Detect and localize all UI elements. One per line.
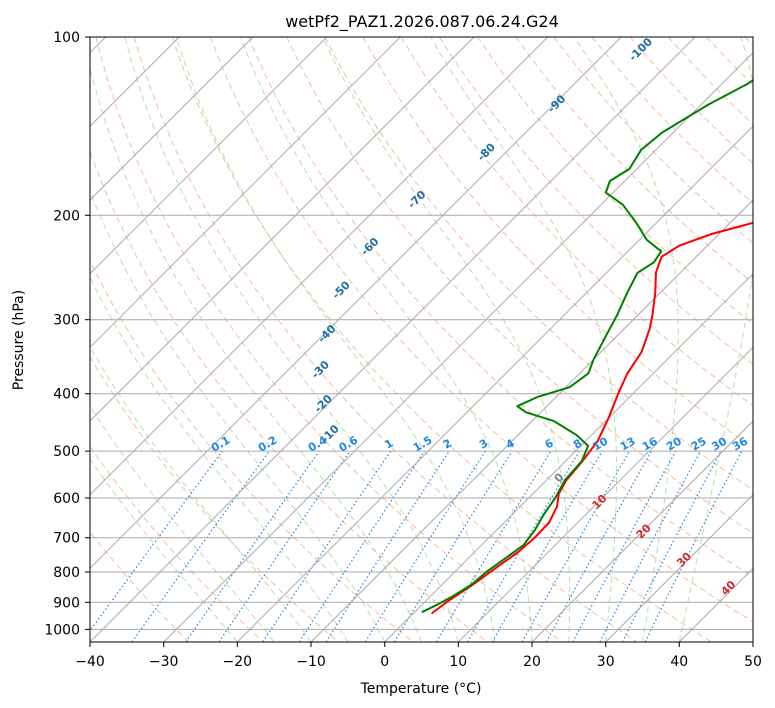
isotherm-line — [384, 272, 753, 642]
x-tick-label: 40 — [670, 654, 688, 670]
dry-adiabat-line — [324, 37, 753, 491]
isotherm-line — [531, 420, 753, 642]
x-tick-label: 50 — [744, 654, 762, 670]
isotherm-line — [236, 125, 753, 642]
dry-adiabat-line — [90, 445, 264, 642]
isotherm-line — [310, 199, 753, 642]
dewpoint-profile-line — [421, 78, 753, 614]
moist-adiabat-line — [90, 189, 386, 642]
isotherm-line — [605, 493, 753, 642]
y-axis-title: Pressure (hPa) — [11, 290, 27, 390]
x-tick-label: −10 — [296, 654, 326, 670]
y-axis: 100 200 300 400 500 600 700 800 900 1000 — [44, 30, 90, 638]
moist-adiabat-line — [574, 37, 679, 642]
mixing-ratio-line — [393, 450, 513, 642]
moist-adiabat-line — [430, 37, 617, 642]
dry-adiabat-line — [591, 37, 753, 204]
dry-adiabat-line — [438, 37, 753, 366]
dry-adiabat-line — [248, 37, 753, 578]
mixing-ratio-line — [185, 450, 320, 642]
dry-adiabat-line — [400, 37, 753, 407]
x-tick-label: −40 — [75, 654, 105, 670]
y-tick-label: 600 — [53, 491, 80, 507]
y-tick-label: 500 — [53, 444, 80, 460]
mixing-ratio-line — [325, 450, 450, 642]
y-tick-label: 400 — [53, 387, 80, 403]
y-tick-label: 900 — [53, 595, 80, 611]
isotherm-line — [90, 37, 696, 642]
isotherm-line — [90, 37, 254, 201]
y-tick-label: 1000 — [44, 622, 80, 638]
moist-adiabat-line — [90, 276, 349, 642]
plot-frame — [89, 36, 754, 643]
moist-adiabats — [90, 37, 753, 642]
dry-adiabat-line — [133, 37, 638, 642]
mixing-ratio-line — [90, 450, 223, 632]
dry-adiabat-line — [90, 356, 339, 642]
moist-adiabat-line — [239, 37, 533, 642]
x-tick-label: 30 — [597, 654, 615, 670]
moist-adiabat-line — [90, 65, 422, 642]
dry-adiabat-line — [95, 37, 563, 642]
mixing-ratio-line — [298, 450, 425, 642]
y-tick-label: 300 — [53, 313, 80, 329]
isotherm-line — [90, 37, 549, 496]
mixing-ratio-line — [545, 450, 653, 642]
x-tick-label: −30 — [149, 654, 179, 670]
isotherms — [90, 37, 753, 642]
profiles — [421, 78, 753, 615]
moist-adiabat-line — [90, 458, 238, 642]
x-axis: −40 −30 −20 −10 0 10 20 30 40 50 — [75, 642, 762, 670]
x-axis-title: Temperature (°C) — [360, 681, 482, 697]
mixing-ratio-line — [262, 450, 392, 642]
moist-adiabat-line — [90, 405, 275, 642]
x-tick-label: −20 — [223, 654, 253, 670]
pressure-gridlines — [90, 37, 753, 630]
dry-adiabat-line — [210, 37, 753, 623]
y-tick-label: 100 — [53, 30, 80, 46]
isotherm-line — [90, 37, 622, 570]
y-tick-label: 700 — [53, 531, 80, 547]
x-tick-label: 10 — [449, 654, 467, 670]
mixing-ratio-line — [521, 450, 631, 642]
dry-adiabat-line — [90, 259, 414, 642]
chart-title: wetPf2_PAZ1.2026.087.06.24.G24 — [285, 12, 559, 32]
dry-adiabat-line — [171, 37, 712, 642]
x-tick-label: 0 — [380, 654, 389, 670]
dry-adiabat-line — [553, 37, 753, 244]
mixing-ratio-line — [131, 450, 270, 642]
mixing-ratio-lines — [90, 450, 743, 642]
mixing-ratio-line — [644, 450, 743, 642]
isotherm-line — [90, 37, 328, 275]
isotherm-line — [457, 346, 753, 642]
moist-adiabat-line — [175, 37, 496, 642]
dry-adiabat-line — [286, 37, 753, 534]
x-tick-label: 20 — [523, 654, 541, 670]
temperature-profile-line — [430, 221, 753, 615]
moist-adiabat-line — [678, 37, 753, 642]
mixing-ratio-line — [572, 450, 677, 642]
isotherm-line — [90, 37, 475, 422]
y-tick-label: 800 — [53, 565, 80, 581]
isotherm-line — [163, 51, 753, 642]
mixing-ratio-line — [218, 450, 351, 642]
y-tick-label: 200 — [53, 208, 80, 224]
isotherm-line — [90, 37, 401, 349]
